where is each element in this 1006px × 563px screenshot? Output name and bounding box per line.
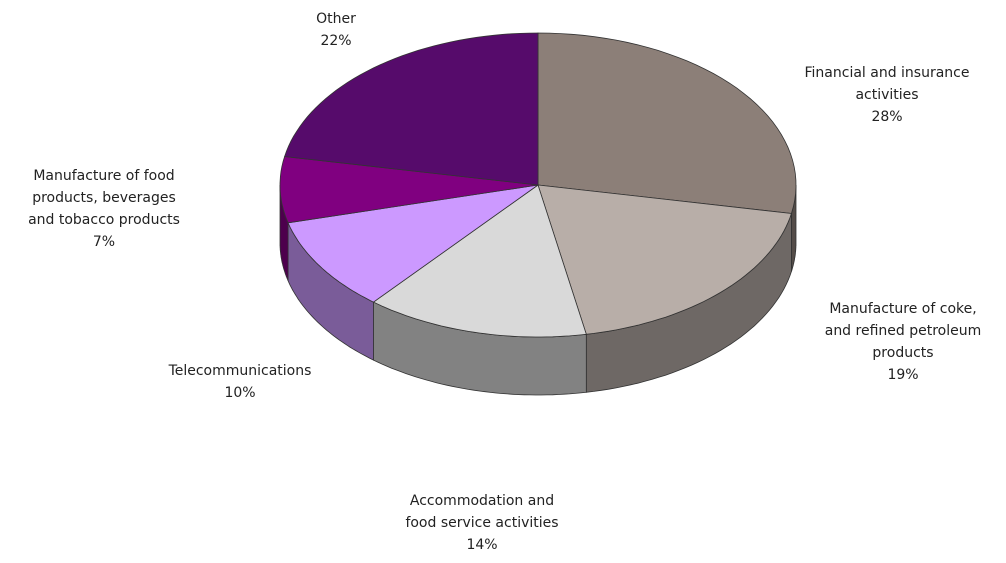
category-name: Other [316, 11, 356, 27]
slice-label: Accommodation and food service activitie… [397, 490, 567, 556]
value-label: 19% [887, 367, 919, 383]
category-name: Financial and insurance activities [804, 65, 970, 103]
slice [279, 156, 539, 224]
category-name: Accommodation and food service activitie… [405, 493, 559, 531]
value-label: 14% [466, 537, 498, 553]
slice [537, 32, 797, 214]
slice-label: Other 22% [276, 8, 396, 52]
slice [537, 184, 792, 335]
value-label: 28% [871, 109, 903, 125]
slice-label: Financial and insurance activities 28% [800, 62, 975, 128]
slice [372, 184, 587, 338]
slice-label: Telecommunications 10% [140, 360, 340, 404]
slice [287, 184, 539, 303]
category-name: Manufacture of coke, and refined petrole… [824, 301, 982, 361]
value-label: 10% [224, 385, 256, 401]
slice-label: Manufacture of coke, and refined petrole… [817, 298, 989, 386]
slice-label: Manufacture of food products, beverages … [24, 165, 184, 253]
slice [284, 32, 539, 186]
value-label: 22% [320, 33, 352, 49]
category-name: Manufacture of food products, beverages … [28, 168, 180, 228]
value-label: 7% [92, 234, 116, 250]
category-name: Telecommunications [168, 363, 312, 379]
